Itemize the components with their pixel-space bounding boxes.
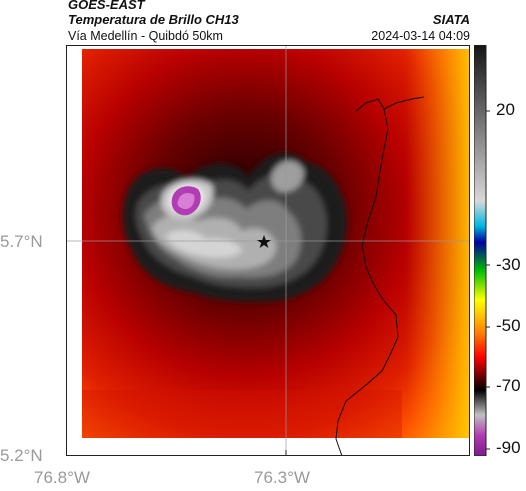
satellite-title: GOES-EAST: [68, 0, 145, 12]
header: GOES-EAST Temperatura de Brillo CH13 Vía…: [0, 0, 526, 46]
product-title: Temperatura de Brillo CH13: [68, 12, 239, 27]
warm-south-band: [82, 390, 402, 438]
colorbar-label-m70: -70: [496, 376, 521, 395]
star-icon: [257, 235, 271, 248]
country-border: [335, 96, 425, 456]
warm-east-edge: [406, 49, 470, 438]
cloud-cluster: [122, 152, 348, 302]
colorbar-fill: [474, 45, 487, 456]
colorbar-label-m30: -30: [496, 255, 521, 274]
region-subtitle: Vía Medellín - Quibdó 50km: [68, 29, 223, 43]
lon-tick-76.8: 76.8°W: [34, 468, 90, 487]
lat-tick-5.7: 5.7°N: [0, 232, 43, 251]
lat-tick-5.2: 5.2°N: [0, 446, 43, 465]
lon-tick-76.3: 76.3°W: [254, 468, 310, 487]
colorbar-label-20: 20: [496, 100, 515, 119]
coldest-cloud-tops: [171, 186, 201, 216]
colorbar-label-m90: -90: [496, 438, 521, 457]
colorbar: [474, 45, 490, 456]
timestamp: 2024-03-14 04:09: [371, 29, 470, 43]
map-frame: [66, 45, 470, 456]
organization-label: SIATA: [432, 12, 470, 27]
brightness-temperature-map: [66, 45, 470, 456]
colorbar-label-m50: -50: [496, 316, 521, 335]
